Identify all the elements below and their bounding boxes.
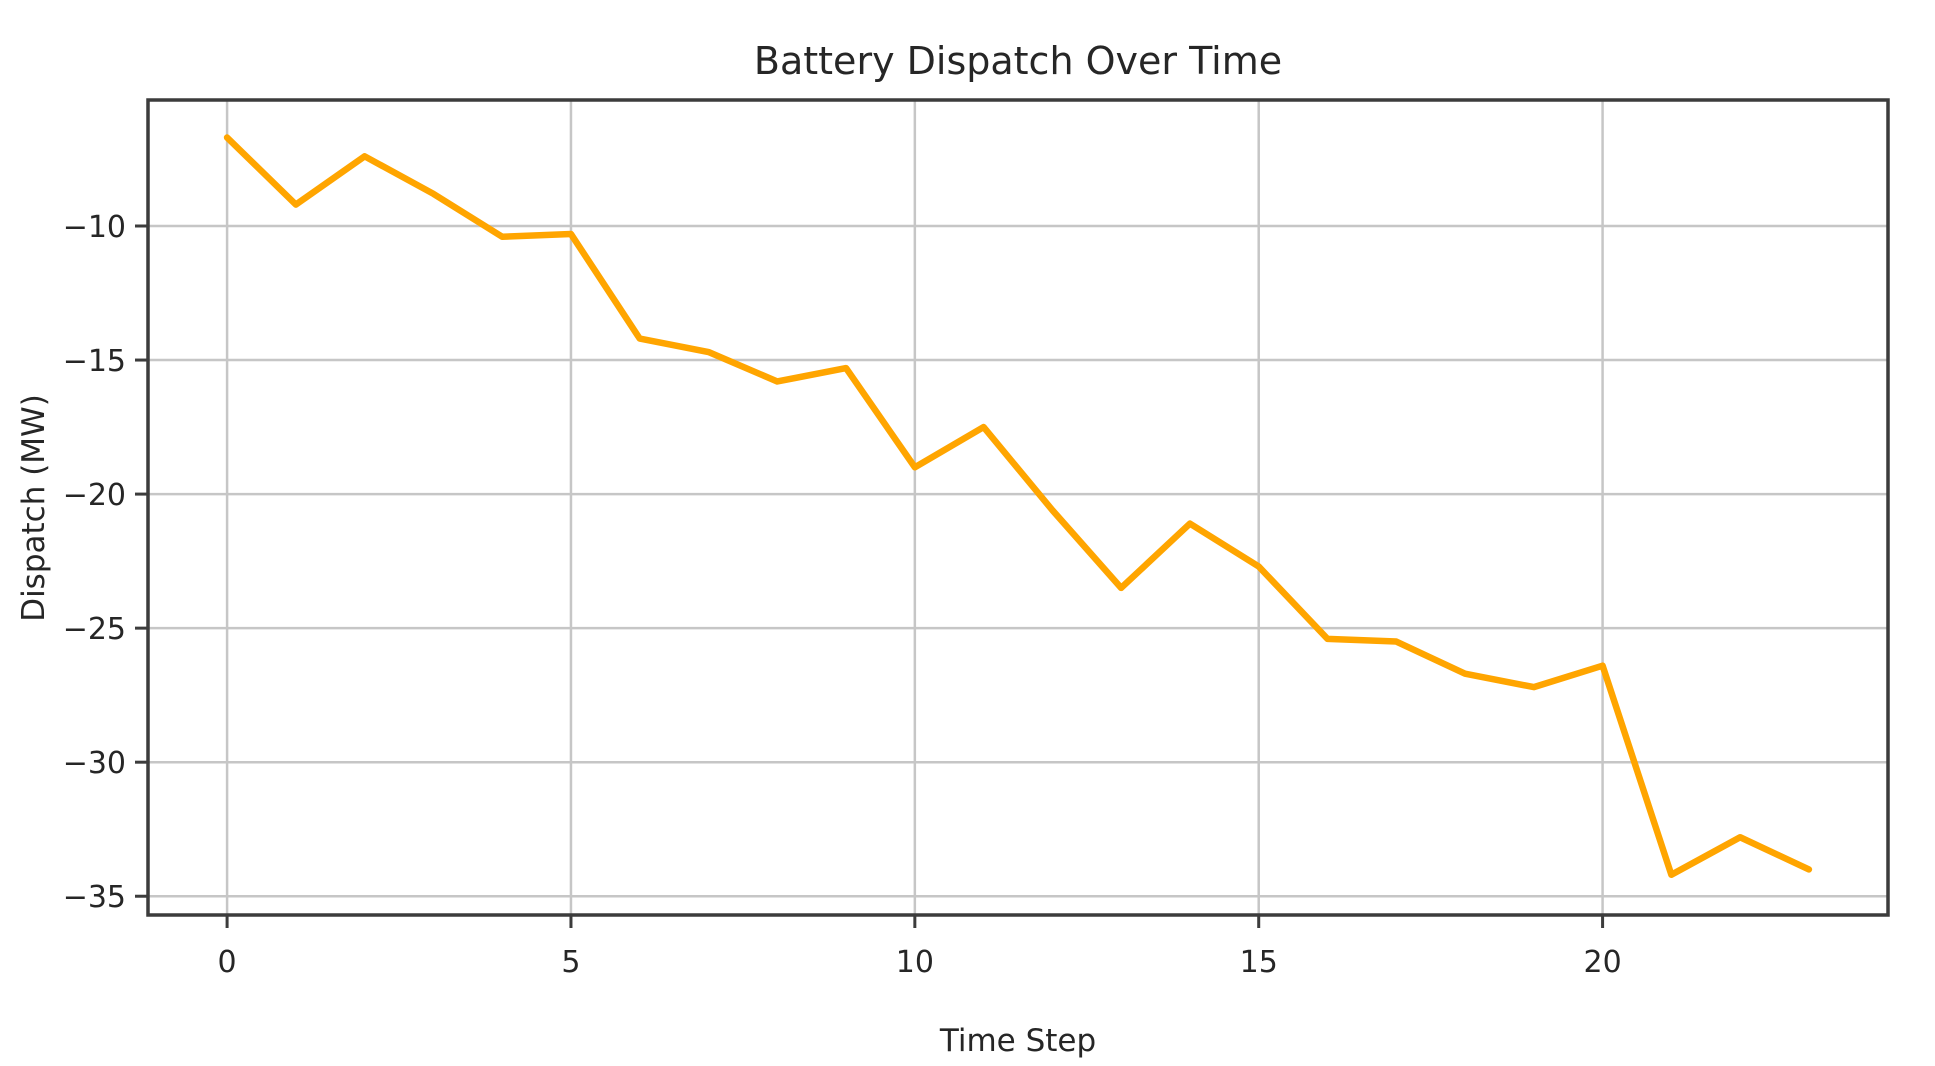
x-tick-label: 5: [561, 945, 580, 980]
tick-marks: [135, 224, 1605, 928]
grid-lines: [148, 100, 1888, 915]
x-tick-label: 0: [218, 945, 237, 980]
y-tick-label: −20: [63, 478, 126, 513]
y-tick-labels: −10 −15 −20 −25 −30 −35: [63, 210, 126, 915]
x-axis-label: Time Step: [939, 1023, 1096, 1059]
plot-border: [146, 98, 1890, 917]
x-tick-label: 15: [1240, 945, 1278, 980]
y-tick-label: −15: [63, 344, 126, 379]
y-tick-label: −10: [63, 210, 126, 245]
chart-title: Battery Dispatch Over Time: [754, 39, 1282, 83]
data-line-layer: [223, 134, 1813, 879]
y-axis-label: Dispatch (MW): [16, 394, 52, 622]
x-tick-label: 20: [1583, 945, 1621, 980]
x-tick-labels: 0 5 10 15 20: [218, 945, 1622, 980]
x-tick-label: 10: [896, 945, 934, 980]
y-tick-label: −25: [63, 612, 126, 647]
y-tick-label: −35: [63, 880, 126, 915]
dispatch-line: [223, 134, 1813, 879]
y-tick-label: −30: [63, 746, 126, 781]
